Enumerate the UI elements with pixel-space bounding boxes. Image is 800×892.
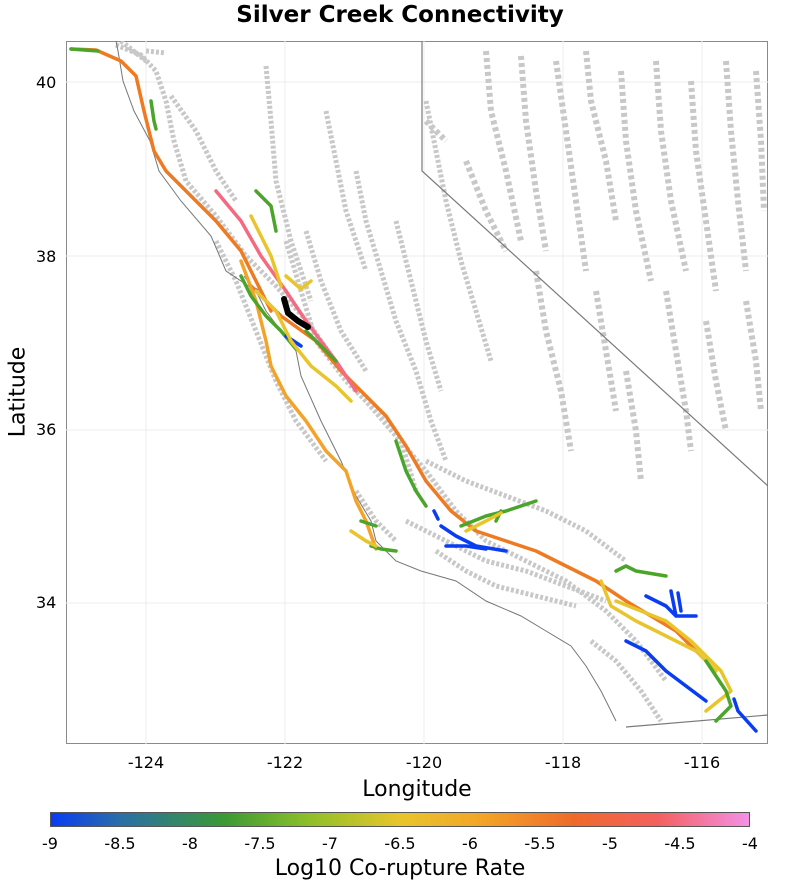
trace-garlock-yellow bbox=[464, 511, 503, 533]
colorbar-tick-label: -8 bbox=[182, 834, 198, 853]
colorbar-tick-label: -8.5 bbox=[104, 834, 136, 853]
trace-rodgers bbox=[249, 214, 283, 288]
x-tick-label: -122 bbox=[266, 753, 304, 772]
y-tick-label: 36 bbox=[36, 420, 57, 439]
trace-sanandreas-main bbox=[249, 284, 698, 653]
colorbar-tick-label: -9 bbox=[42, 834, 58, 853]
y-tick-label: 34 bbox=[36, 593, 57, 612]
trace-mendocino-offshore bbox=[69, 47, 100, 53]
corupture-traces bbox=[69, 47, 758, 733]
colorbar-tick-label: -7 bbox=[322, 834, 338, 853]
grid bbox=[66, 41, 768, 744]
colorbar-tick-label: -4 bbox=[742, 834, 758, 853]
x-tick-label: -116 bbox=[683, 753, 721, 772]
trace-imperial-blue bbox=[732, 697, 758, 733]
trace-sanjacinto bbox=[614, 599, 733, 713]
colorbar-tick-label: -6 bbox=[462, 834, 478, 853]
trace-sangregorio bbox=[239, 259, 378, 551]
trace-rinconada bbox=[254, 289, 353, 403]
trace-ortigalita bbox=[304, 329, 338, 363]
trace-sanjacinto-yellow bbox=[599, 579, 718, 673]
colorbar-tick-label: -5 bbox=[602, 834, 618, 853]
coastline bbox=[115, 41, 617, 722]
trace-sanjoaquin bbox=[394, 439, 428, 508]
trace-north-green bbox=[149, 99, 158, 131]
x-tick-label: -120 bbox=[405, 753, 443, 772]
trace-calaveras-green bbox=[254, 189, 278, 233]
basin-range-faults bbox=[423, 50, 767, 482]
trace-elsinore-blue bbox=[624, 639, 708, 703]
colorbar-tick-label: -5.5 bbox=[524, 834, 556, 853]
colorbar-label: Log10 Co-rupture Rate bbox=[274, 856, 526, 881]
trace-blue-cluster bbox=[644, 589, 698, 618]
trace-imperial-green bbox=[704, 659, 733, 723]
trace-greenville-yellow bbox=[284, 274, 313, 291]
colorbar bbox=[50, 812, 750, 827]
trace-north-coast bbox=[69, 47, 273, 313]
colorbar-tick-label: -4.5 bbox=[664, 834, 696, 853]
fault-map[interactable] bbox=[66, 41, 768, 744]
x-axis-label: Longitude bbox=[362, 777, 472, 802]
y-tick-label: 38 bbox=[36, 247, 57, 266]
trace-ventura-yellow bbox=[349, 529, 378, 548]
x-tick-label: -118 bbox=[544, 753, 582, 772]
colorbar-tick-label: -6.5 bbox=[384, 834, 416, 853]
trace-blue-2 bbox=[444, 544, 488, 551]
trace-sanbernardino-green bbox=[614, 564, 668, 578]
y-axis-label: Latitude bbox=[5, 346, 31, 438]
trace-blue-1 bbox=[432, 509, 508, 553]
source-section-silver-creek bbox=[281, 296, 311, 330]
y-tick-label: 40 bbox=[36, 73, 57, 92]
x-tick-label: -124 bbox=[127, 753, 165, 772]
colorbar-tick-label: -7.5 bbox=[244, 834, 276, 853]
background-fault-sections bbox=[115, 41, 668, 723]
chart-title: Silver Creek Connectivity bbox=[236, 2, 564, 28]
